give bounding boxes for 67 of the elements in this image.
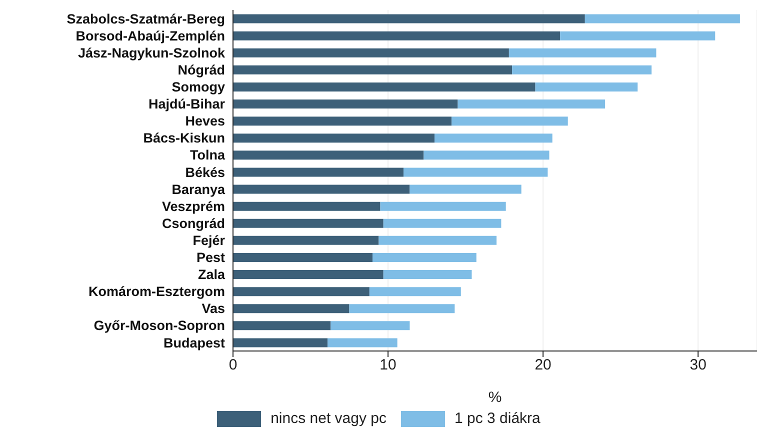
y-tick-label: Bács-Kiskun [143,130,225,146]
bar [512,65,652,74]
y-tick-label: Szabolcs-Szatmár-Bereg [66,11,225,26]
bar [404,168,548,177]
y-tick-label: Csongrád [162,216,225,231]
y-tick-label: Fejér [192,232,226,248]
bar [233,31,560,40]
bar [380,202,506,211]
bar [233,48,509,58]
bar [560,31,716,40]
y-tick-label: Zala [198,267,226,282]
x-tick-label: 20 [534,356,552,374]
bar [233,236,379,245]
bar [535,82,638,92]
bar [383,270,472,280]
y-tick-label: Baranya [172,182,226,197]
bar [233,287,370,296]
y-tick-label: Komárom-Esztergom [88,284,225,300]
bar [233,168,404,177]
bar [434,134,552,143]
y-tick-label: Heves [185,114,225,129]
y-tick-label: Tolna [190,148,226,163]
bar [508,48,656,58]
y-tick-label: Somogy [172,80,226,95]
x-tick-label: 30 [690,356,706,374]
bar [458,100,606,109]
y-tick-label: Hajdú-Bihar [148,96,226,112]
y-tick-label: Győr-Moson-Sopron [94,318,225,334]
y-tick-label: Jász-Nagykun-Szolnok [78,45,226,60]
bar [233,218,384,228]
bar [424,150,550,160]
bar [233,270,384,280]
bar [233,65,512,74]
bar [233,82,536,92]
y-tick-label: Veszprém [162,198,225,214]
bar [233,252,373,262]
bar [452,116,568,126]
bar [378,236,497,245]
bar [349,304,455,314]
bar [233,14,585,24]
bar [233,202,380,211]
y-tick-label: Budapest [163,335,226,350]
bar [410,184,522,194]
x-axis-title: % [488,389,502,406]
bar [233,321,331,330]
y-tick-label: Pest [196,250,226,266]
legend-label: nincs net vagy pc [270,410,386,427]
x-tick-label: 10 [380,356,396,374]
y-tick-label: Nógrád [178,62,225,78]
y-tick-label: Békés [185,164,225,180]
bar [328,338,398,348]
bar [233,184,410,194]
bar [383,218,502,228]
y-tick-label: Borsod-Abaúj-Zemplén [76,28,225,44]
bar [372,252,476,262]
bar [233,116,452,126]
legend-label: 1 pc 3 diákra [454,410,540,427]
bar [369,287,461,296]
bar [233,134,435,143]
bar [233,150,424,160]
bar [233,338,328,348]
y-tick-label: Vas [202,301,225,316]
bar [330,321,410,330]
bar [233,304,350,314]
bar [233,100,458,109]
bar [584,14,740,24]
x-tick-label: 0 [228,356,238,374]
